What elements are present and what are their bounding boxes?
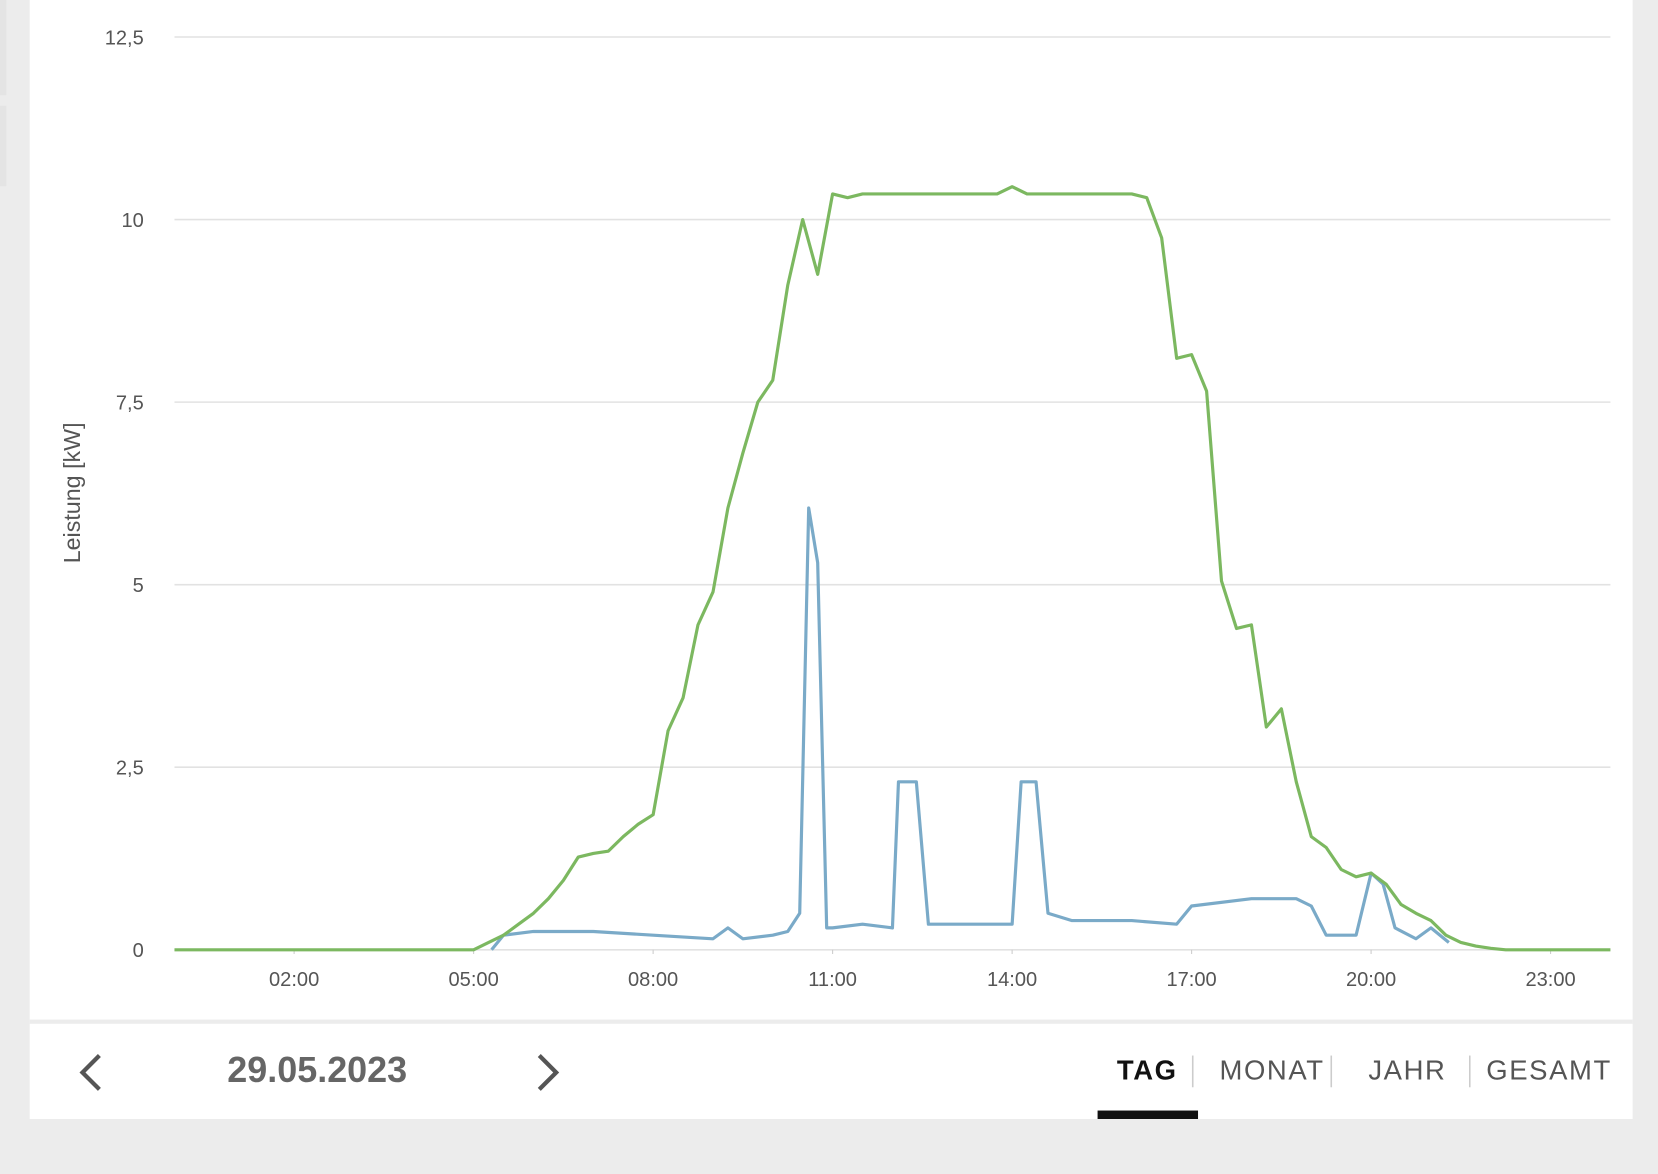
side-tab [0, 0, 7, 96]
x-tick-label: 23:00 [1525, 969, 1575, 991]
next-arrow[interactable] [537, 1054, 560, 1091]
tab[interactable]: JAHR [1368, 1055, 1446, 1086]
side-tab [0, 105, 7, 187]
series-line [490, 506, 1450, 951]
y-tick-label: 2,5 [116, 758, 144, 780]
date: 29.05.2023 [227, 1049, 407, 1090]
x-tick-label: 02:00 [269, 969, 319, 991]
y-tick-label: 10 [121, 210, 143, 232]
y-axis-label: Leistung [kW] [59, 422, 85, 563]
divider [29, 1019, 1633, 1024]
x-tick-label: 20:00 [1346, 969, 1396, 991]
card [29, 0, 1633, 1120]
x-tick-label: 05:00 [449, 969, 499, 991]
tabs: TAG MONAT JAHR GESAMT [1097, 1055, 1612, 1120]
x-tick-label: 14:00 [987, 969, 1037, 991]
divider [25, 0, 30, 1120]
prev-arrow[interactable] [79, 1054, 101, 1091]
tab[interactable]: MONAT [1219, 1055, 1324, 1086]
tab[interactable]: GESAMT [1486, 1055, 1612, 1086]
y-tick-label: 5 [133, 575, 144, 597]
y-tick-label: 0 [133, 940, 144, 962]
x-tick-label: 11:00 [808, 969, 857, 991]
series-line [174, 185, 1611, 952]
active-tab-indicator [1097, 1110, 1199, 1120]
y-tick-label: 12,5 [105, 27, 144, 49]
x-tick-label: 08:00 [628, 969, 678, 991]
tab[interactable]: TAG [1117, 1055, 1178, 1086]
y-tick-label: 7,5 [116, 393, 144, 415]
x-tick-label: 17:00 [1166, 969, 1216, 991]
